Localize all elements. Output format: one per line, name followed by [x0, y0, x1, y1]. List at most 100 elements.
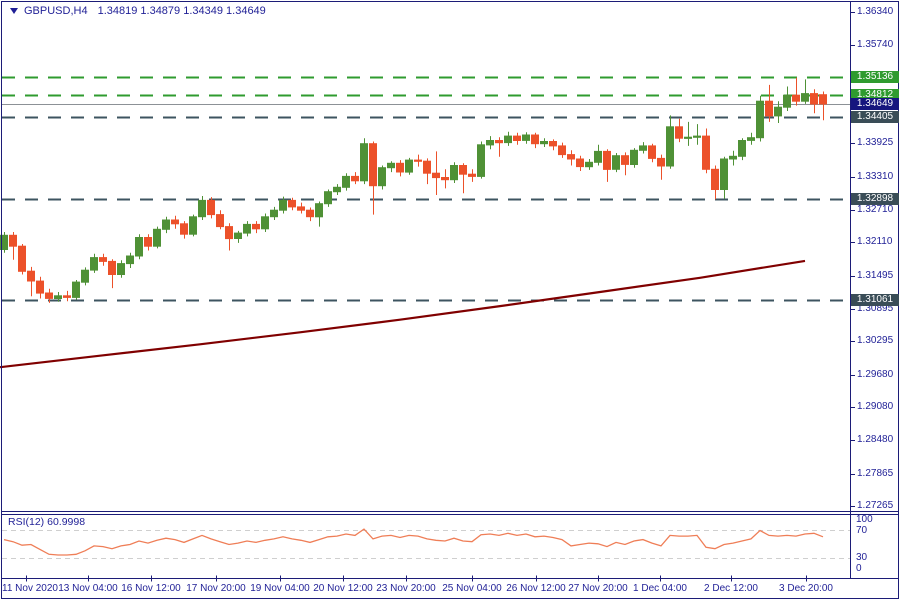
price-badge-current-price: 1.34649: [851, 98, 899, 110]
candle-body: [774, 106, 782, 117]
price-tick-label: 1.27265: [857, 500, 894, 511]
candle-body: [288, 199, 296, 208]
price-tick-label: 1.28480: [857, 434, 894, 445]
candle-body: [549, 141, 557, 147]
price-badge-support: 1.32898: [851, 193, 899, 205]
time-tick-label: 17 Nov 20:00: [186, 583, 246, 594]
price-badge-support: 1.31061: [851, 294, 899, 306]
candle-body: [297, 206, 305, 211]
candle-body: [738, 140, 746, 157]
time-tick-label: 1 Dec 04:00: [633, 583, 687, 594]
candle-body: [333, 186, 341, 193]
candle-body: [558, 145, 566, 156]
candle-body: [144, 237, 152, 247]
price-tick-label: 1.30295: [857, 335, 894, 346]
price-tick-label: 1.31495: [857, 270, 894, 281]
candle-body: [540, 141, 548, 145]
rsi-value: 60.9998: [47, 516, 86, 528]
time-tick-label: 23 Nov 20:00: [376, 583, 436, 594]
time-tick-label: 3 Dec 20:00: [779, 583, 833, 594]
candle-body: [729, 155, 737, 160]
candle-body: [207, 199, 215, 216]
candle-body: [657, 157, 665, 167]
candle-body: [495, 140, 503, 144]
rsi-indicator-line: [3, 528, 824, 556]
candle-body: [630, 149, 638, 166]
candle-body: [477, 144, 485, 177]
candle-body: [261, 216, 269, 230]
candle-body: [270, 209, 278, 218]
candle-body: [72, 281, 80, 298]
candle-body: [792, 94, 800, 102]
rsi-scale-label: 100: [856, 514, 873, 525]
candle-body: [621, 155, 629, 165]
candle-body: [576, 158, 584, 168]
candle-body: [441, 177, 449, 181]
candle-body: [594, 150, 602, 163]
candle-body: [117, 263, 125, 276]
chart-title: GBPUSD,H4 1.34819 1.34879 1.34349 1.3464…: [10, 5, 266, 17]
candle-body: [162, 219, 170, 230]
candle-body: [603, 150, 611, 170]
candle-body: [387, 162, 395, 169]
candle-body: [99, 257, 107, 262]
candle-body: [324, 191, 332, 205]
candle-body: [711, 168, 719, 191]
candle-body: [639, 145, 647, 151]
candle-body: [315, 203, 323, 218]
rsi-scale-label: 0: [856, 563, 862, 574]
candle-body: [171, 219, 179, 225]
candle-body: [153, 228, 161, 247]
candle-body: [612, 155, 620, 170]
trend-ma-line[interactable]: [0, 259, 806, 369]
candle-body: [252, 223, 260, 230]
candle-body: [0, 234, 8, 251]
candle-body: [306, 209, 314, 218]
candle-body: [648, 145, 656, 159]
candle-body: [198, 199, 206, 218]
time-tick-label: 11 Nov 2020: [2, 583, 58, 594]
candle-body: [36, 280, 44, 294]
candle-body: [90, 257, 98, 271]
candle-body: [189, 216, 197, 235]
price-tick-label: 1.32710: [857, 204, 894, 215]
candle-body: [693, 135, 701, 138]
price-tick-label: 1.29680: [857, 369, 894, 380]
time-tick-label: 26 Nov 12:00: [506, 583, 566, 594]
time-tick-label: 16 Nov 12:00: [121, 583, 181, 594]
candle-body: [585, 161, 593, 168]
rsi-scale-label: 70: [856, 525, 868, 536]
candle-body: [486, 140, 494, 146]
candle-body: [18, 245, 26, 272]
price-tick-label: 1.27865: [857, 468, 894, 479]
candle-body: [396, 162, 404, 173]
candle-body: [513, 135, 521, 142]
candle-body: [531, 134, 539, 145]
candle-body: [819, 94, 827, 105]
candle-body: [405, 159, 413, 173]
candle-body: [702, 135, 710, 170]
candle-body: [45, 292, 53, 299]
symbol-dropdown-icon[interactable]: [10, 8, 18, 14]
price-tick-label: 1.36340: [857, 6, 894, 17]
time-tick-label: 19 Nov 04:00: [250, 583, 310, 594]
candle-body: [801, 93, 809, 102]
candles-series: [0, 77, 827, 303]
candle-body: [369, 143, 377, 187]
candle-body: [756, 100, 764, 139]
symbol-timeframe-label: GBPUSD,H4: [24, 5, 88, 17]
candle-body: [378, 167, 386, 187]
time-tick-label: 27 Nov 20:00: [568, 583, 628, 594]
candle-body: [666, 126, 674, 167]
candle-body: [54, 295, 62, 299]
candle-body: [180, 223, 188, 235]
price-tick-label: 1.29080: [857, 401, 894, 412]
candle-body: [27, 270, 35, 282]
candle-body: [9, 234, 17, 247]
candle-body: [135, 237, 143, 257]
price-badge-support: 1.34405: [851, 111, 899, 123]
rsi-indicator-caption: RSI(12) 60.9998: [8, 516, 85, 528]
candle-body: [360, 143, 368, 182]
candle-body: [810, 93, 818, 105]
